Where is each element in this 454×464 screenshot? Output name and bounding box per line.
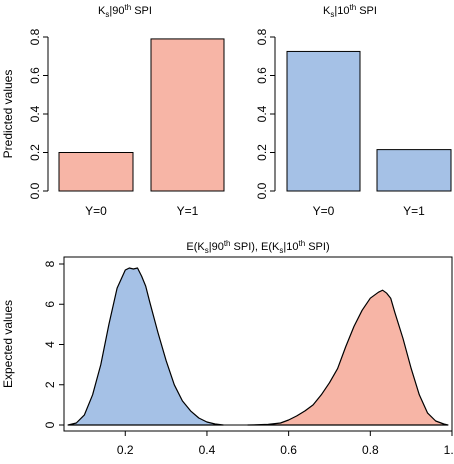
y-tick-label: 0.0 — [28, 182, 42, 199]
x-tick-label: 0.6 — [280, 443, 297, 457]
bar — [376, 149, 452, 192]
x-tick-label: 0.8 — [362, 443, 379, 457]
x-tick-label: 1.0 — [444, 443, 454, 457]
bar — [150, 38, 225, 192]
chart-title: E(Ks|90th SPI), E(Ks|10th SPI) — [186, 239, 329, 255]
y-tick-label: 8 — [43, 260, 57, 267]
density-area — [67, 267, 224, 426]
y-tick-label: 6 — [43, 301, 57, 308]
density-chart-expected-values: E(Ks|90th SPI), E(Ks|10th SPI) 0 2 4 6 8 0.2 0.… — [1, 239, 454, 457]
chart-title: Ks|90th SPI — [98, 3, 152, 19]
y-tick-label: 0.2 — [255, 144, 269, 161]
x-category-label: Y=1 — [177, 204, 199, 218]
y-tick-label: 0.4 — [255, 105, 269, 122]
x-category-label: Y=0 — [313, 204, 335, 218]
y-tick-label: 0.2 — [28, 144, 42, 161]
bar — [58, 152, 134, 192]
y-tick-label: 0.0 — [255, 182, 269, 199]
y-tick-label: 0.6 — [255, 67, 269, 84]
y-tick-label: 0.8 — [28, 28, 42, 45]
y-tick-label: 0 — [43, 421, 57, 428]
y-axis-label: Predicted values — [1, 70, 15, 159]
x-tick-label: 0.2 — [117, 443, 134, 457]
bar-chart-10th-spi: Ks|10th SPI 0.0 0.2 0.4 0.6 0.8 Y=0 Y=1 — [255, 3, 452, 218]
bar-chart-90th-spi: Ks|90th SPI 0.0 0.2 0.4 0.6 0.8 Predicted valu… — [1, 3, 225, 218]
y-tick-label: 0.8 — [255, 28, 269, 45]
y-tick-label: 4 — [43, 341, 57, 348]
x-category-label: Y=1 — [403, 204, 425, 218]
chart-title: Ks|10th SPI — [323, 3, 377, 19]
y-tick-label: 0.6 — [28, 67, 42, 84]
y-tick-label: 2 — [43, 381, 57, 388]
density-area — [247, 289, 449, 426]
y-tick-label: 0.4 — [28, 105, 42, 122]
bar — [286, 50, 361, 192]
y-axis-label: Expected values — [1, 300, 15, 388]
x-tick-label: 0.4 — [199, 443, 216, 457]
x-category-label: Y=0 — [85, 204, 107, 218]
